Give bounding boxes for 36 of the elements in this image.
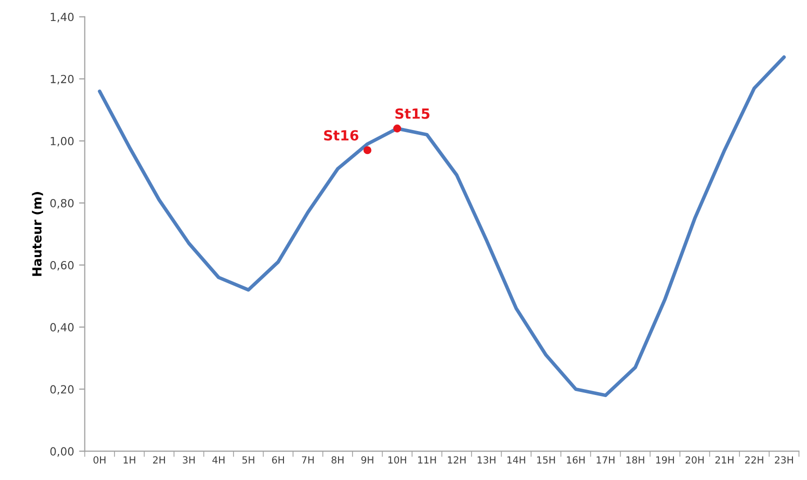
x-tick-label: 12H <box>448 456 466 464</box>
x-tick-label: 19H <box>656 456 674 464</box>
y-tick-label: 0,40 <box>50 323 74 333</box>
x-tick-label: 3H <box>182 456 195 464</box>
y-tick-label: 0,80 <box>50 198 74 208</box>
y-tick-label: 1,40 <box>50 12 74 22</box>
y-axis-title: Hauteur (m) <box>32 192 44 276</box>
x-tick-label: 2H <box>153 456 165 464</box>
x-tick-label: 13H <box>478 456 496 464</box>
x-tick-label: 7H <box>302 456 314 464</box>
x-tick-label: 17H <box>596 456 614 464</box>
y-tick-label: 0,60 <box>50 261 74 271</box>
line-series <box>98 55 786 398</box>
x-tick-label: 20H <box>686 456 704 464</box>
x-tick-label: 22H <box>745 456 764 464</box>
x-tick-label: 14H <box>507 456 526 464</box>
x-tick-label: 21H <box>715 456 734 464</box>
x-tick-label: 6H <box>272 456 284 464</box>
x-tick-label: 18H <box>626 456 644 464</box>
x-tick-label: 8H <box>332 456 344 464</box>
x-tick-label: 11H <box>418 456 436 464</box>
x-tick-label: 4H <box>212 456 224 464</box>
y-tick-label: 0,00 <box>50 447 74 457</box>
annotation: St15 <box>395 108 430 119</box>
x-tick-label: 23H <box>774 456 793 464</box>
y-tick-label: 0,20 <box>50 385 74 395</box>
y-tick-label: 1,00 <box>50 136 74 146</box>
x-tick-label: 9H <box>361 456 374 464</box>
annotation: St16 <box>324 130 358 141</box>
x-tick-label: 1H <box>124 456 136 464</box>
x-tick-label: 15H <box>537 456 555 464</box>
x-tick-label: 5H <box>242 456 254 464</box>
x-tick-label: 0H <box>94 456 106 464</box>
x-tick-label: 16H <box>566 456 585 464</box>
x-tick-label: 10H <box>388 456 406 464</box>
y-tick-label: 1,20 <box>50 74 74 84</box>
